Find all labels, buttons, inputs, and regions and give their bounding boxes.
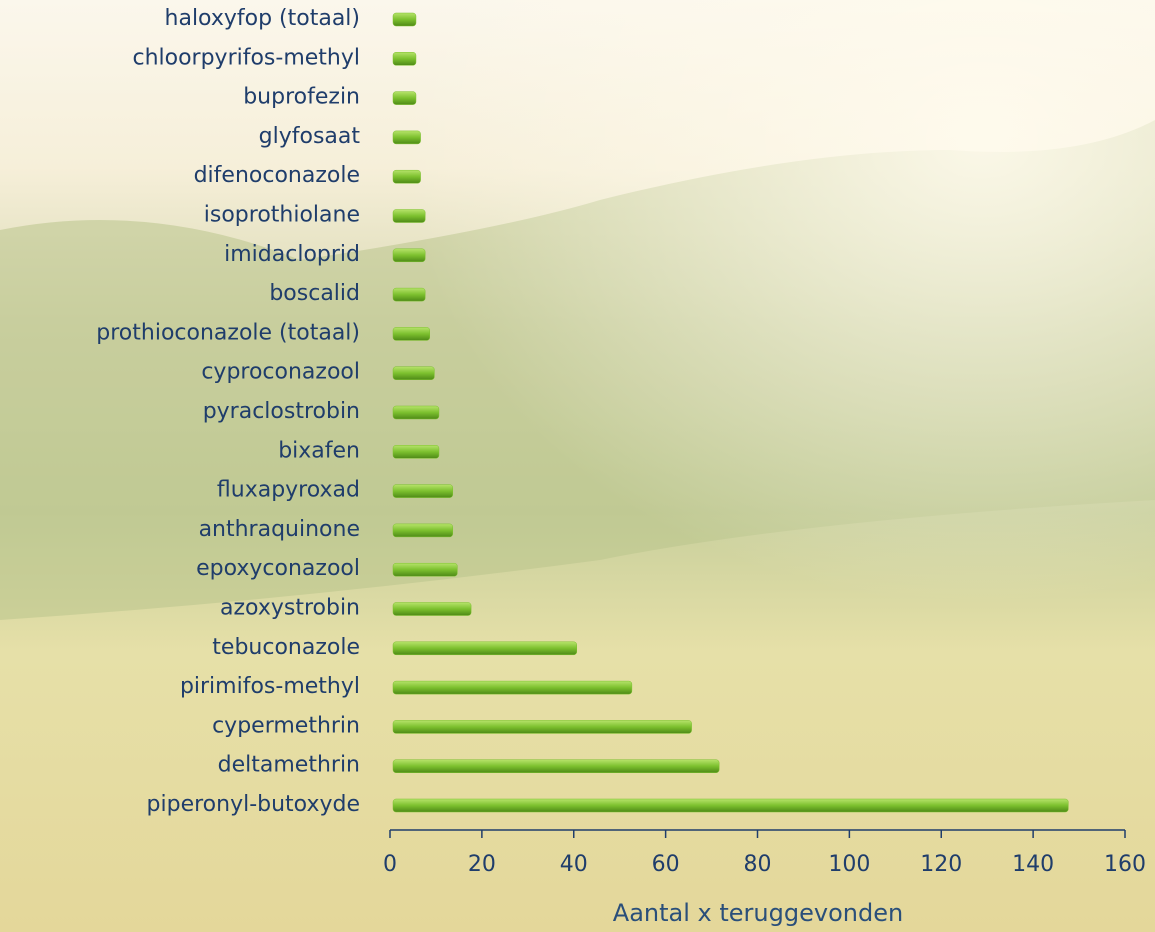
bar <box>393 799 1068 812</box>
y-tick-label: epoxyconazool <box>196 556 360 581</box>
y-tick-label: pyraclostrobin <box>203 399 360 424</box>
bar <box>393 210 425 223</box>
bar <box>393 603 471 616</box>
bar <box>393 327 430 340</box>
y-tick-label: glyfosaat <box>259 124 361 149</box>
bar <box>393 720 692 733</box>
bar <box>393 760 719 773</box>
bar <box>393 367 434 380</box>
y-tick-label: piperonyl-butoxyde <box>147 792 360 817</box>
bar <box>393 249 425 262</box>
x-tick-label: 80 <box>744 852 772 877</box>
bar <box>393 52 416 65</box>
x-tick-label: 120 <box>920 852 962 877</box>
bar <box>393 485 453 498</box>
y-tick-label: tebuconazole <box>212 635 360 660</box>
chart: Aantal x teruggevonden 0 20 40 60 80 100 120 14… <box>0 0 1155 932</box>
x-tick-label: 100 <box>828 852 870 877</box>
y-tick-label: prothioconazole (totaal) <box>96 320 360 345</box>
bar <box>393 13 416 26</box>
x-tick-label: 160 <box>1104 852 1146 877</box>
y-tick-label: azoxystrobin <box>220 596 360 621</box>
x-tick-label: 20 <box>468 852 496 877</box>
y-tick-label: imidacloprid <box>224 242 360 267</box>
bar <box>393 563 457 576</box>
bar <box>393 131 421 144</box>
y-tick-label: anthraquinone <box>199 517 360 542</box>
y-tick-label: haloxyfop (totaal) <box>165 6 360 31</box>
bar <box>393 524 453 537</box>
y-tick-label: isoprothiolane <box>204 203 360 228</box>
y-tick-label: fluxapyroxad <box>217 478 360 503</box>
bar <box>393 288 425 301</box>
y-tick-label: buprofezin <box>243 85 360 110</box>
x-axis-title: Aantal x teruggevonden <box>613 899 903 927</box>
bar <box>393 406 439 419</box>
y-tick-label: deltamethrin <box>218 753 360 778</box>
bar <box>393 170 421 183</box>
x-tick-label: 0 <box>383 852 397 877</box>
x-tick-label: 140 <box>1012 852 1054 877</box>
x-tick-label: 40 <box>560 852 588 877</box>
y-tick-label: boscalid <box>269 281 360 306</box>
bar <box>393 92 416 105</box>
bar <box>393 642 577 655</box>
y-tick-label: cypermethrin <box>212 713 360 738</box>
y-tick-label: chloorpyrifos-methyl <box>132 45 360 70</box>
x-tick-label: 60 <box>652 852 680 877</box>
bar <box>393 445 439 458</box>
y-tick-label: cyproconazool <box>201 360 360 385</box>
bar <box>393 681 632 694</box>
y-tick-label: pirimifos-methyl <box>180 674 360 699</box>
y-tick-label: bixafen <box>278 438 360 463</box>
y-tick-label: difenoconazole <box>194 163 360 188</box>
